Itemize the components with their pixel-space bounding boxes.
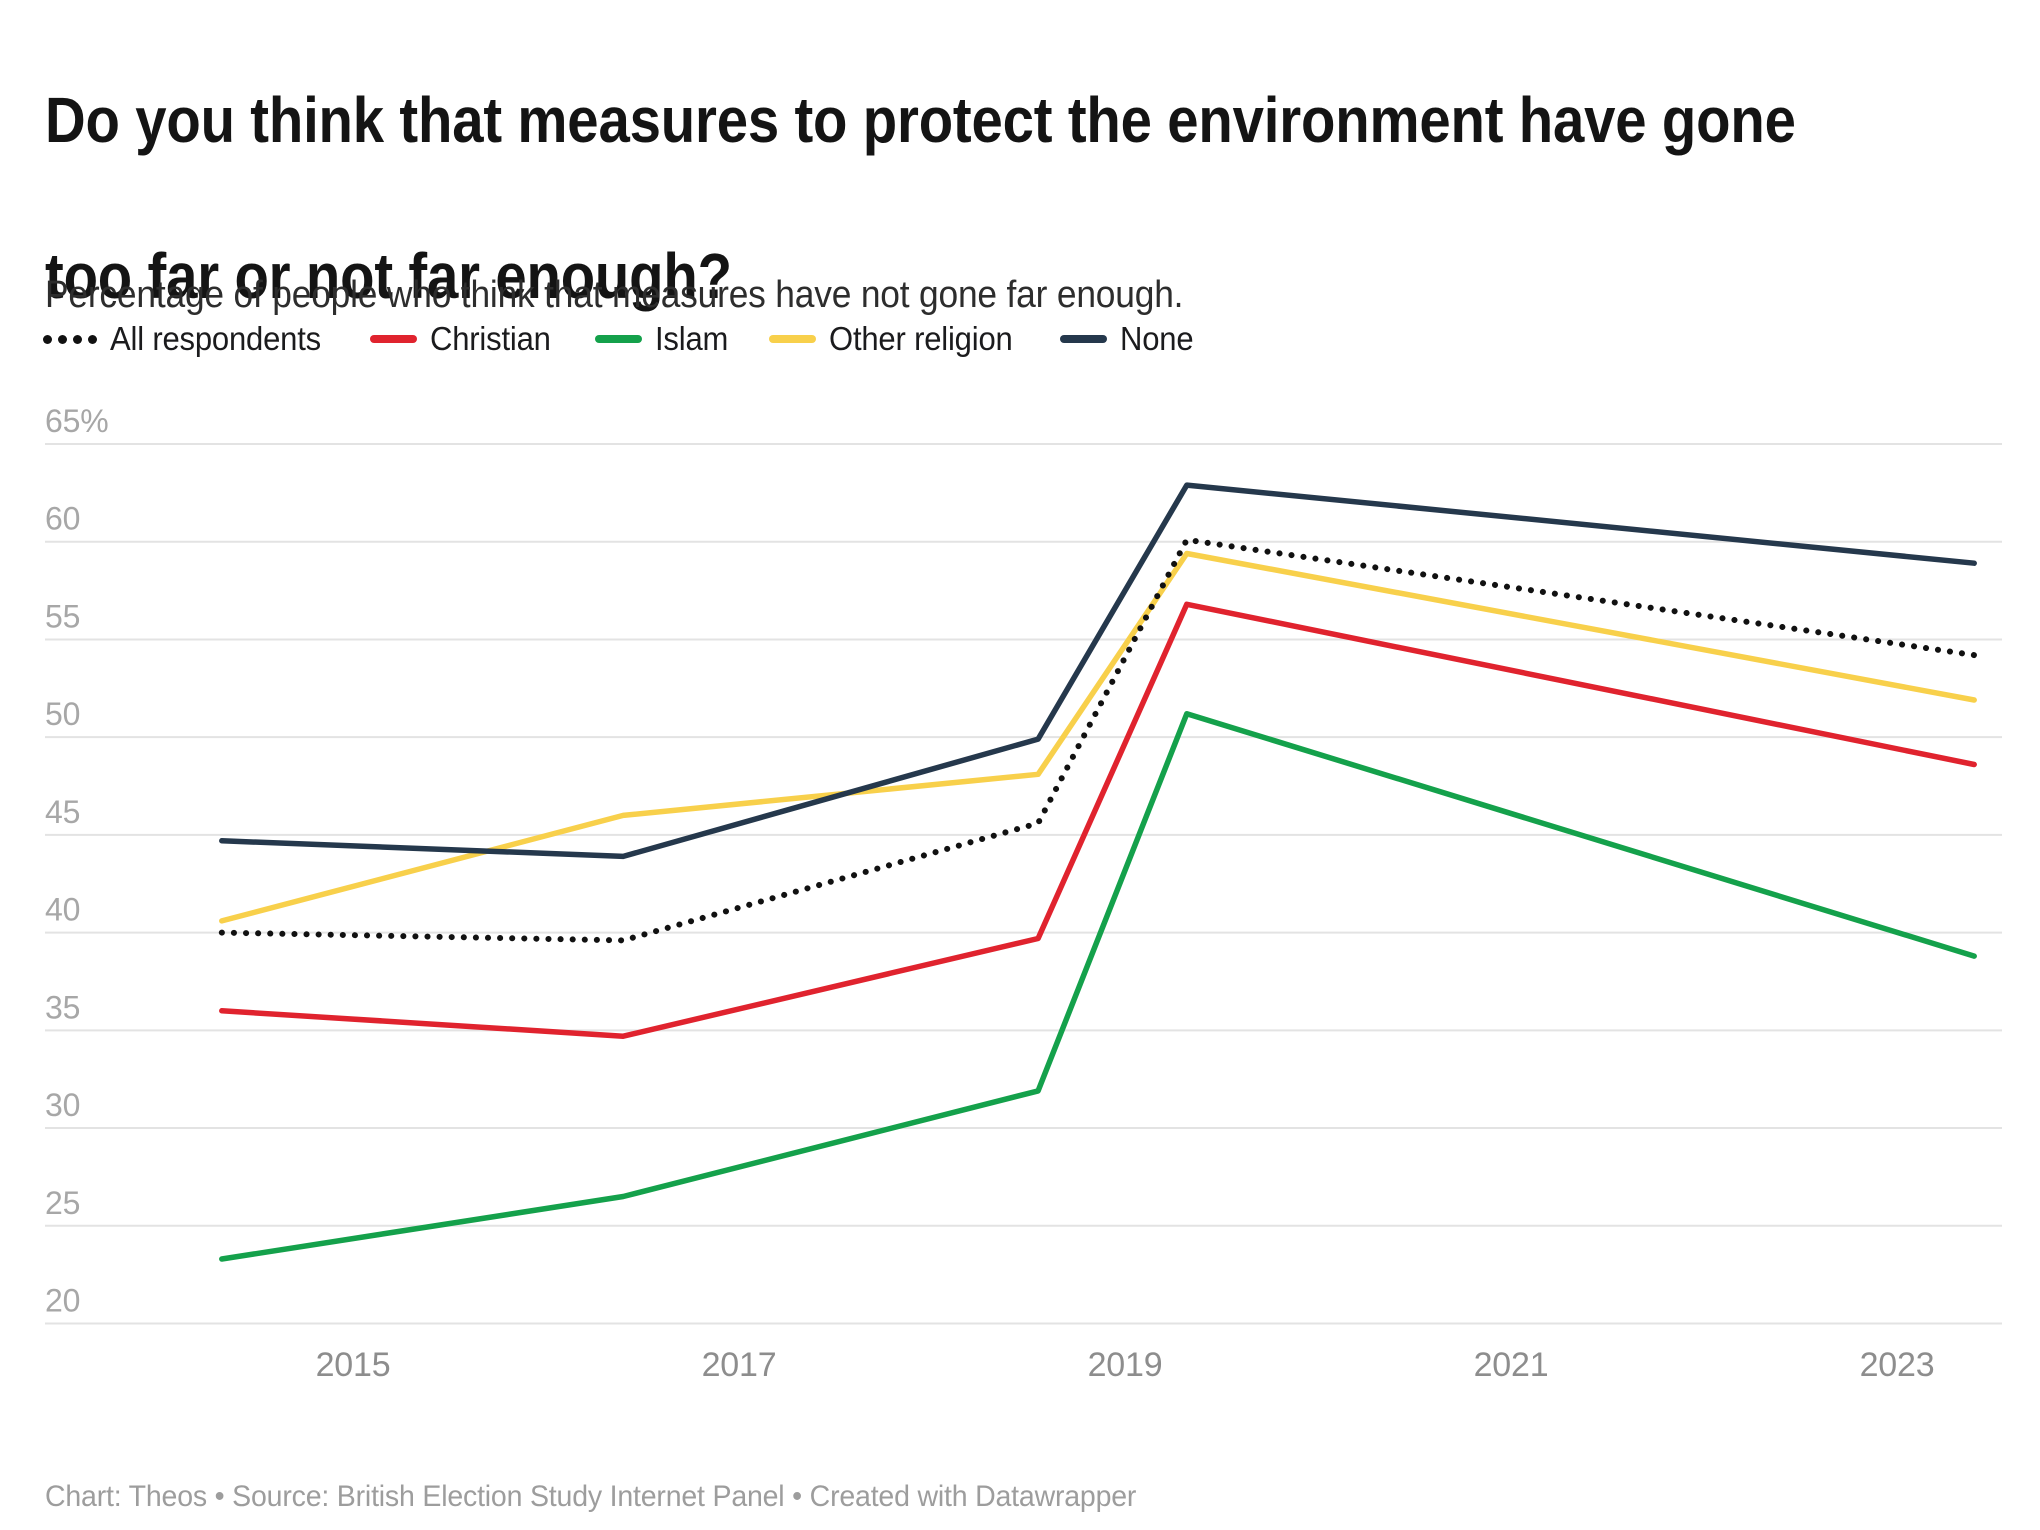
x-axis-tick-label: 2015 (316, 1346, 391, 1384)
series-line-christian (219, 601, 1977, 1039)
y-axis-tick-label: 50 (45, 696, 80, 732)
chart-footer: Chart: Theos • Source: British Election … (45, 1480, 1137, 1513)
x-axis-tick-label: 2021 (1474, 1346, 1549, 1384)
legend-item-islam: Islam (594, 320, 733, 358)
series-line-all-respondents (218, 536, 1978, 944)
legend-label: None (1120, 320, 1194, 357)
y-axis-tick-label: 25 (45, 1185, 80, 1221)
legend-label: Other religion (828, 320, 1013, 357)
legend-label: Christian (430, 320, 552, 357)
y-axis-tick-label: 35 (45, 989, 80, 1025)
chart-subtitle: Percentage of people who think that meas… (45, 274, 1184, 316)
y-axis-tick-label: 60 (45, 501, 80, 537)
x-axis-tick-label: 2023 (1860, 1346, 1935, 1384)
legend-item-none: None (1060, 320, 1198, 358)
chart-legend: All respondents Christian Islam Other re… (43, 320, 1198, 358)
line-swatch-icon (768, 335, 816, 343)
chart-title-line2: too far or not far enough? (45, 240, 732, 313)
y-axis-tick-label: 30 (45, 1087, 80, 1123)
y-axis-tick-label: 65% (45, 403, 108, 439)
y-axis-tick-label: 55 (45, 598, 80, 634)
legend-item-all-respondents: All respondents (43, 320, 334, 358)
x-axis-tick-label: 2017 (702, 1346, 777, 1384)
series-line-islam (219, 710, 1977, 1262)
y-axis-tick-label: 40 (45, 892, 80, 928)
dotted-line-swatch-icon (43, 334, 97, 344)
legend-label: Islam (654, 320, 729, 357)
line-swatch-icon (1060, 335, 1108, 343)
y-axis-tick-label: 20 (45, 1283, 80, 1319)
legend-label: All respondents (110, 320, 322, 357)
legend-item-other-religion: Other religion (768, 320, 1024, 358)
y-axis-tick-label: 45 (45, 794, 80, 830)
series-line-none (219, 482, 1977, 860)
line-swatch-icon (594, 335, 642, 343)
chart-title-line1: Do you think that measures to protect th… (45, 83, 1796, 156)
chart-title: Do you think that measures to protect th… (45, 81, 1796, 315)
legend-item-christian: Christian (370, 320, 558, 358)
x-axis-tick-label: 2019 (1088, 1346, 1163, 1384)
line-swatch-icon (370, 335, 418, 343)
